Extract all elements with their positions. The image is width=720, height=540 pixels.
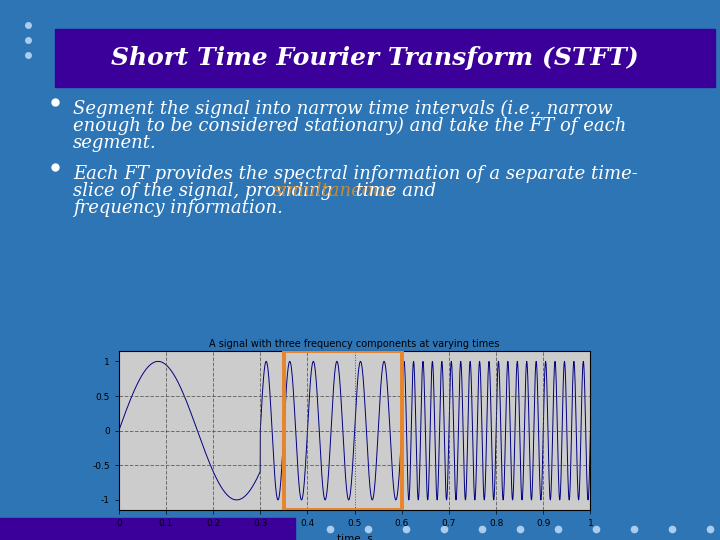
X-axis label: time, s: time, s <box>337 534 372 540</box>
Text: segment.: segment. <box>73 134 157 152</box>
Bar <box>0 518 295 540</box>
Text: Segment the signal into narrow time intervals (i.e., narrow: Segment the signal into narrow time inte… <box>73 100 613 118</box>
Text: simultaneous: simultaneous <box>273 182 395 200</box>
Text: slice of the signal, providing: slice of the signal, providing <box>73 182 338 200</box>
Text: enough to be considered stationary) and take the FT of each: enough to be considered stationary) and … <box>73 117 626 135</box>
Bar <box>284 351 402 510</box>
Bar <box>55 29 715 87</box>
Text: Short Time Fourier Transform (STFT): Short Time Fourier Transform (STFT) <box>111 46 639 70</box>
Title: A signal with three frequency components at varying times: A signal with three frequency components… <box>210 339 500 349</box>
Text: time and: time and <box>351 182 436 200</box>
Text: frequency information.: frequency information. <box>73 199 283 217</box>
Text: Each FT provides the spectral information of a separate time-: Each FT provides the spectral informatio… <box>73 165 638 183</box>
